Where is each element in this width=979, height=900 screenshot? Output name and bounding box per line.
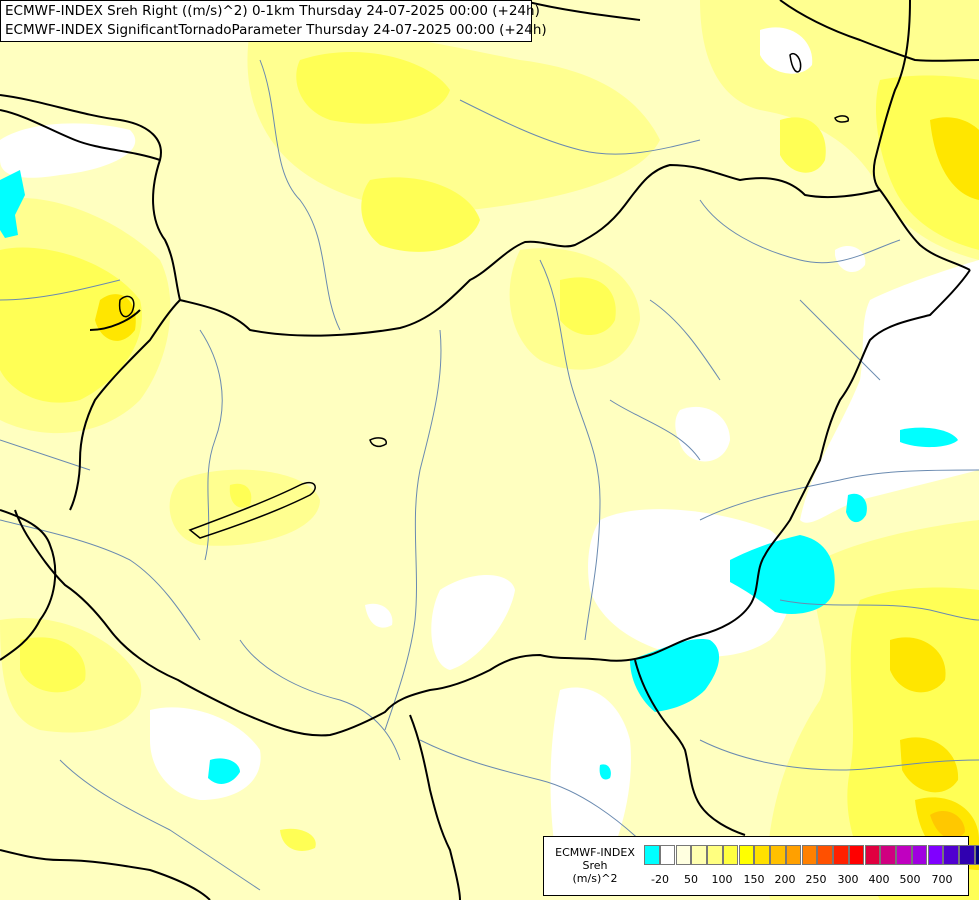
lakes [118, 53, 850, 539]
legend-swatches [644, 845, 979, 865]
legend-name-line2: Sreh [582, 859, 608, 872]
legend-name: ECMWF-INDEX Sreh (m/s)^2 [548, 846, 642, 885]
legend-swatch [817, 845, 833, 865]
legend-tick-label: 500 [899, 873, 921, 886]
legend-tick-label: 300 [837, 873, 859, 886]
legend-tick-label: 50 [684, 873, 698, 886]
map-title-line2: ECMWF-INDEX SignificantTornadoParameter … [5, 22, 547, 38]
legend-tick-label: -20 [651, 873, 669, 886]
legend-swatch [691, 845, 707, 865]
legend-swatch [848, 845, 865, 865]
map-title-line1: ECMWF-INDEX Sreh Right ((m/s)^2) 0-1km T… [5, 3, 540, 19]
legend-ticks: -20 50 100 150 200 250 300 400 500 700 [644, 873, 964, 887]
legend-swatch [801, 845, 817, 865]
map-title-box: ECMWF-INDEX Sreh Right ((m/s)^2) 0-1km T… [0, 0, 547, 42]
legend-swatch [974, 845, 979, 865]
legend-swatch [785, 845, 802, 865]
legend-tick-label: 150 [743, 873, 765, 886]
legend-swatch [927, 845, 943, 865]
legend-swatch [722, 845, 739, 865]
legend-swatch [659, 845, 676, 865]
legend-swatch [738, 845, 754, 865]
legend-swatch [959, 845, 975, 865]
legend-name-line3: (m/s)^2 [572, 872, 618, 885]
legend-tick-label: 400 [868, 873, 890, 886]
legend-tick-label: 250 [805, 873, 827, 886]
rivers [0, 59, 979, 891]
legend-swatch [864, 845, 880, 865]
legend-swatch [754, 845, 770, 865]
color-legend: ECMWF-INDEX Sreh (m/s)^2 -20 50 100 150 200 2… [543, 836, 979, 896]
legend-swatch [943, 845, 959, 865]
legend-swatch [911, 845, 928, 865]
legend-swatch [896, 845, 912, 865]
legend-tick-label: 700 [931, 873, 953, 886]
legend-swatch [675, 845, 691, 865]
field-orange [930, 811, 965, 839]
field-white [0, 27, 979, 880]
legend-tick-label: 100 [711, 873, 733, 886]
legend-name-line1: ECMWF-INDEX [555, 846, 635, 859]
legend-swatch [880, 845, 896, 865]
legend-swatch [707, 845, 723, 865]
legend-swatch [644, 845, 660, 865]
legend-swatch [770, 845, 786, 865]
legend-tick-label: 200 [774, 873, 796, 886]
legend-swatch [833, 845, 849, 865]
field-cyan [0, 170, 958, 784]
